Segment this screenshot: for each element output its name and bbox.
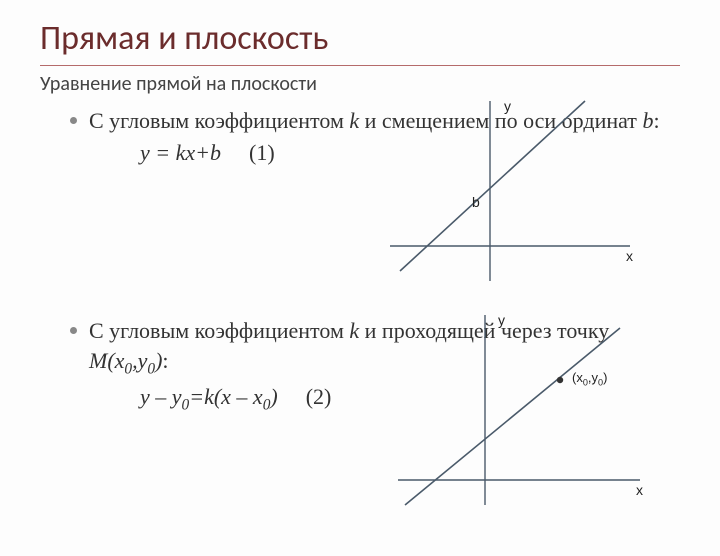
slide: Прямая и плоскость Уравнение прямой на п… — [0, 0, 720, 556]
chart2-point-label: (x0,y0) — [572, 370, 607, 388]
chart2-point — [557, 377, 563, 383]
bullet-dot-icon — [70, 117, 77, 124]
chart1-b-label: b — [472, 194, 480, 210]
chart-2: y x (x0,y0) — [390, 310, 650, 510]
chart-1-svg — [380, 96, 640, 286]
chart2-line — [405, 328, 620, 505]
chart-1: y x b — [380, 96, 640, 286]
section-1: С угловым коэффициентом k и смещением по… — [40, 106, 680, 316]
chart-2-svg — [390, 310, 650, 510]
bullet-dot-icon — [70, 327, 77, 334]
chart2-y-label: y — [498, 312, 505, 328]
chart1-y-label: y — [504, 98, 511, 114]
page-subtitle: Уравнение прямой на плоскости — [40, 72, 680, 96]
chart1-x-label: x — [626, 248, 633, 264]
section-2: С угловым коэффициентом k и проходящей ч… — [40, 316, 680, 536]
page-title: Прямая и плоскость — [40, 18, 680, 66]
chart2-x-label: x — [636, 482, 643, 498]
